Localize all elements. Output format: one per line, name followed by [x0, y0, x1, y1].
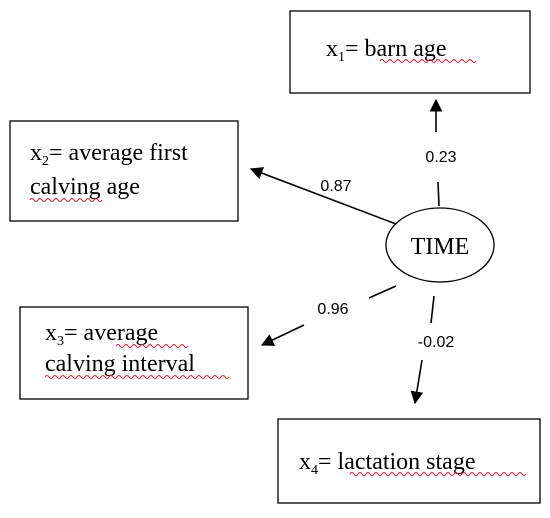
spellcheck-underline	[44, 374, 230, 380]
path-coefficient-x2: 0.87	[320, 178, 351, 195]
arrow-tail-x3	[368, 285, 397, 299]
arrow-tail-x1	[437, 181, 440, 207]
variable-box-x4: x4= lactation stage	[277, 418, 541, 504]
path-time-to-x2: 0.87	[249, 167, 397, 225]
path-coefficient-x1: 0.23	[425, 149, 456, 166]
variable-box-x3: x3= average calving interval	[19, 306, 249, 400]
variable-label-x3-line2: calving interval	[45, 351, 195, 377]
variable-label-x1: x1= barn age	[326, 36, 447, 65]
path-time-to-x4: -0.02	[410, 295, 455, 405]
time-node: TIME	[385, 207, 495, 283]
arrow-to-x4	[410, 359, 424, 405]
path-time-to-x3: 0.96	[260, 285, 397, 346]
spellcheck-underline	[115, 343, 189, 349]
spellcheck-underline	[29, 197, 103, 203]
time-node-label: TIME	[411, 234, 470, 260]
variable-label-x2-line2: calving age	[30, 174, 140, 200]
path-time-to-x1: 0.23	[425, 98, 457, 207]
spellcheck-underline	[349, 471, 527, 477]
arrow-to-x3	[260, 324, 305, 346]
variable-label-x3-line1: x3= average	[45, 320, 158, 349]
arrow-to-x2	[249, 167, 397, 225]
variable-box-x1: x1= barn age	[289, 10, 531, 94]
path-coefficient-x4: -0.02	[418, 334, 455, 351]
variable-box-x2: x2= average first calving age	[9, 120, 239, 222]
variable-label-x4: x4= lactation stage	[299, 449, 476, 478]
variable-label-x2-line1: x2= average first	[30, 140, 188, 169]
path-coefficient-x3: 0.96	[317, 301, 348, 318]
spellcheck-underline	[379, 58, 477, 64]
arrow-tail-x4	[430, 295, 435, 324]
